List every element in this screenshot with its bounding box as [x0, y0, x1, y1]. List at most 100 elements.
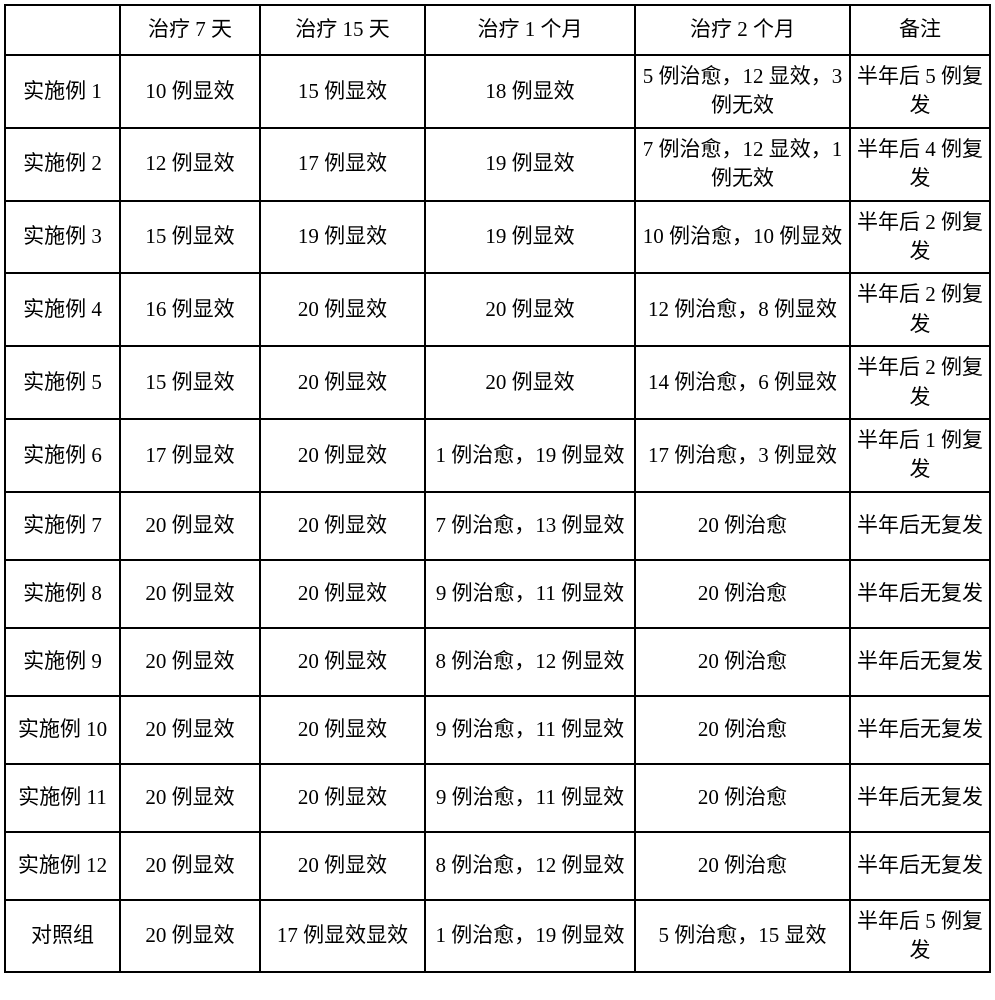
table-row: 实施例 110 例显效15 例显效18 例显效5 例治愈，12 显效，3 例无效…: [5, 55, 990, 128]
table-cell: 对照组: [5, 900, 120, 973]
table-cell: 19 例显效: [260, 201, 425, 274]
table-cell: 实施例 10: [5, 696, 120, 764]
table-cell: 20 例显效: [120, 696, 260, 764]
table-cell: 20 例显效: [260, 560, 425, 628]
table-cell: 实施例 12: [5, 832, 120, 900]
table-cell: 实施例 1: [5, 55, 120, 128]
table-cell: 20 例显效: [260, 273, 425, 346]
results-table: 治疗 7 天 治疗 15 天 治疗 1 个月 治疗 2 个月 备注 实施例 11…: [4, 4, 991, 973]
table-cell: 20 例显效: [120, 628, 260, 696]
table-cell: 7 例治愈，12 显效，1 例无效: [635, 128, 850, 201]
table-row: 实施例 1120 例显效20 例显效9 例治愈，11 例显效20 例治愈半年后无…: [5, 764, 990, 832]
table-cell: 半年后 5 例复发: [850, 900, 990, 973]
table-cell: 5 例治愈，12 显效，3 例无效: [635, 55, 850, 128]
table-cell: 9 例治愈，11 例显效: [425, 696, 635, 764]
table-cell: 20 例显效: [260, 419, 425, 492]
table-row: 实施例 1020 例显效20 例显效9 例治愈，11 例显效20 例治愈半年后无…: [5, 696, 990, 764]
table-cell: 20 例显效: [260, 764, 425, 832]
col-header: 备注: [850, 5, 990, 55]
table-cell: 20 例治愈: [635, 832, 850, 900]
table-cell: 20 例显效: [120, 900, 260, 973]
table-cell: 20 例显效: [425, 273, 635, 346]
table-cell: 1 例治愈，19 例显效: [425, 419, 635, 492]
table-cell: 7 例治愈，13 例显效: [425, 492, 635, 560]
table-cell: 17 例显效显效: [260, 900, 425, 973]
table-row: 实施例 1220 例显效20 例显效8 例治愈，12 例显效20 例治愈半年后无…: [5, 832, 990, 900]
col-header: [5, 5, 120, 55]
table-cell: 半年后 2 例复发: [850, 346, 990, 419]
table-row: 实施例 212 例显效17 例显效19 例显效7 例治愈，12 显效，1 例无效…: [5, 128, 990, 201]
table-cell: 20 例治愈: [635, 560, 850, 628]
table-cell: 10 例显效: [120, 55, 260, 128]
table-cell: 20 例显效: [120, 492, 260, 560]
col-header: 治疗 1 个月: [425, 5, 635, 55]
table-row: 实施例 315 例显效19 例显效19 例显效10 例治愈，10 例显效半年后 …: [5, 201, 990, 274]
table-cell: 20 例显效: [120, 832, 260, 900]
table-body: 实施例 110 例显效15 例显效18 例显效5 例治愈，12 显效，3 例无效…: [5, 55, 990, 972]
table-cell: 8 例治愈，12 例显效: [425, 628, 635, 696]
table-cell: 实施例 11: [5, 764, 120, 832]
table-cell: 半年后无复发: [850, 832, 990, 900]
table-cell: 20 例显效: [260, 492, 425, 560]
table-cell: 17 例治愈，3 例显效: [635, 419, 850, 492]
table-cell: 15 例显效: [120, 201, 260, 274]
table-cell: 半年后 4 例复发: [850, 128, 990, 201]
table-cell: 半年后 2 例复发: [850, 201, 990, 274]
table-cell: 实施例 2: [5, 128, 120, 201]
table-cell: 半年后无复发: [850, 492, 990, 560]
table-cell: 15 例显效: [260, 55, 425, 128]
col-header: 治疗 2 个月: [635, 5, 850, 55]
table-cell: 实施例 4: [5, 273, 120, 346]
table-cell: 半年后无复发: [850, 628, 990, 696]
table-cell: 14 例治愈，6 例显效: [635, 346, 850, 419]
table-cell: 8 例治愈，12 例显效: [425, 832, 635, 900]
table-cell: 实施例 7: [5, 492, 120, 560]
table-cell: 实施例 3: [5, 201, 120, 274]
table-cell: 20 例治愈: [635, 492, 850, 560]
table-cell: 1 例治愈，19 例显效: [425, 900, 635, 973]
table-cell: 20 例显效: [260, 628, 425, 696]
table-cell: 17 例显效: [260, 128, 425, 201]
table-cell: 12 例治愈，8 例显效: [635, 273, 850, 346]
table-cell: 实施例 5: [5, 346, 120, 419]
table-cell: 半年后 1 例复发: [850, 419, 990, 492]
table-cell: 17 例显效: [120, 419, 260, 492]
table-cell: 12 例显效: [120, 128, 260, 201]
table-row: 实施例 720 例显效20 例显效7 例治愈，13 例显效20 例治愈半年后无复…: [5, 492, 990, 560]
table-cell: 半年后 5 例复发: [850, 55, 990, 128]
table-cell: 20 例显效: [120, 560, 260, 628]
col-header: 治疗 15 天: [260, 5, 425, 55]
table-header-row: 治疗 7 天 治疗 15 天 治疗 1 个月 治疗 2 个月 备注: [5, 5, 990, 55]
table-cell: 20 例治愈: [635, 696, 850, 764]
table-row: 实施例 820 例显效20 例显效9 例治愈，11 例显效20 例治愈半年后无复…: [5, 560, 990, 628]
table-cell: 半年后无复发: [850, 764, 990, 832]
table-cell: 实施例 9: [5, 628, 120, 696]
table-cell: 16 例显效: [120, 273, 260, 346]
table-cell: 20 例显效: [260, 346, 425, 419]
table-cell: 18 例显效: [425, 55, 635, 128]
col-header: 治疗 7 天: [120, 5, 260, 55]
table-cell: 半年后无复发: [850, 696, 990, 764]
table-cell: 5 例治愈，15 显效: [635, 900, 850, 973]
table-cell: 20 例显效: [425, 346, 635, 419]
table-cell: 20 例显效: [260, 696, 425, 764]
table-cell: 半年后无复发: [850, 560, 990, 628]
table-cell: 15 例显效: [120, 346, 260, 419]
table-cell: 半年后 2 例复发: [850, 273, 990, 346]
table-cell: 20 例显效: [120, 764, 260, 832]
table-cell: 实施例 6: [5, 419, 120, 492]
table-row: 实施例 515 例显效20 例显效20 例显效14 例治愈，6 例显效半年后 2…: [5, 346, 990, 419]
table-row: 实施例 416 例显效20 例显效20 例显效12 例治愈，8 例显效半年后 2…: [5, 273, 990, 346]
table-cell: 9 例治愈，11 例显效: [425, 764, 635, 832]
table-row: 对照组20 例显效17 例显效显效1 例治愈，19 例显效5 例治愈，15 显效…: [5, 900, 990, 973]
table-cell: 实施例 8: [5, 560, 120, 628]
table-cell: 10 例治愈，10 例显效: [635, 201, 850, 274]
table-cell: 9 例治愈，11 例显效: [425, 560, 635, 628]
table-cell: 19 例显效: [425, 201, 635, 274]
table-cell: 20 例治愈: [635, 764, 850, 832]
table-row: 实施例 920 例显效20 例显效8 例治愈，12 例显效20 例治愈半年后无复…: [5, 628, 990, 696]
table-cell: 20 例治愈: [635, 628, 850, 696]
table-cell: 19 例显效: [425, 128, 635, 201]
table-cell: 20 例显效: [260, 832, 425, 900]
table-row: 实施例 617 例显效20 例显效1 例治愈，19 例显效17 例治愈，3 例显…: [5, 419, 990, 492]
